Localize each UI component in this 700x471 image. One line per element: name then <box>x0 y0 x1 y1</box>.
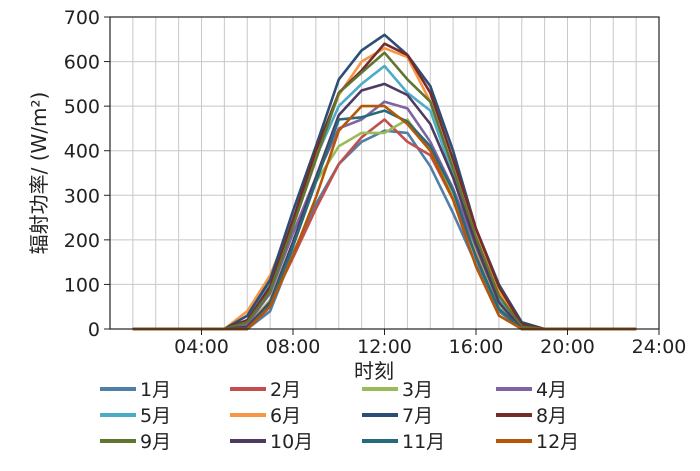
y-tick-label: 700 <box>64 7 100 29</box>
legend-label: 6月 <box>270 405 301 427</box>
legend-label: 5月 <box>140 405 171 427</box>
y-tick-label: 0 <box>88 319 100 341</box>
y-tick-label: 300 <box>64 185 100 207</box>
y-tick-label: 100 <box>64 274 100 296</box>
grid <box>110 17 659 329</box>
y-tick-label: 200 <box>64 230 100 252</box>
x-tick-label: 16:00 <box>449 336 504 358</box>
x-tick-label: 20:00 <box>540 336 595 358</box>
y-tick-label: 400 <box>64 141 100 163</box>
legend-label: 8月 <box>536 405 567 427</box>
x-axis-title: 时刻 <box>354 359 394 383</box>
legend-label: 2月 <box>270 379 301 401</box>
x-tick-label: 12:00 <box>357 336 412 358</box>
legend-label: 7月 <box>402 405 433 427</box>
x-tick-label: 04:00 <box>174 336 229 358</box>
legend-label: 12月 <box>536 431 579 453</box>
legend-label: 1月 <box>140 379 171 401</box>
legend-label: 11月 <box>402 431 445 453</box>
x-tick-label: 08:00 <box>266 336 321 358</box>
legend-label: 10月 <box>270 431 313 453</box>
legend-label: 3月 <box>402 379 433 401</box>
y-tick-label: 500 <box>64 96 100 118</box>
axis-ticks: 0 100 200 300 400 500 600 700 04:00 08:00 12:00 16:… <box>64 7 687 358</box>
legend-label: 9月 <box>140 431 171 453</box>
legend: 1月 2月 3月 4月 5月 6月 7月 8月 9月 10月 11月 12月 <box>100 379 579 453</box>
y-tick-label: 600 <box>64 52 100 74</box>
legend-label: 4月 <box>536 379 567 401</box>
y-axis-title: 辐射功率/ (W/m²) <box>27 92 51 255</box>
x-tick-label: 24:00 <box>632 336 687 358</box>
